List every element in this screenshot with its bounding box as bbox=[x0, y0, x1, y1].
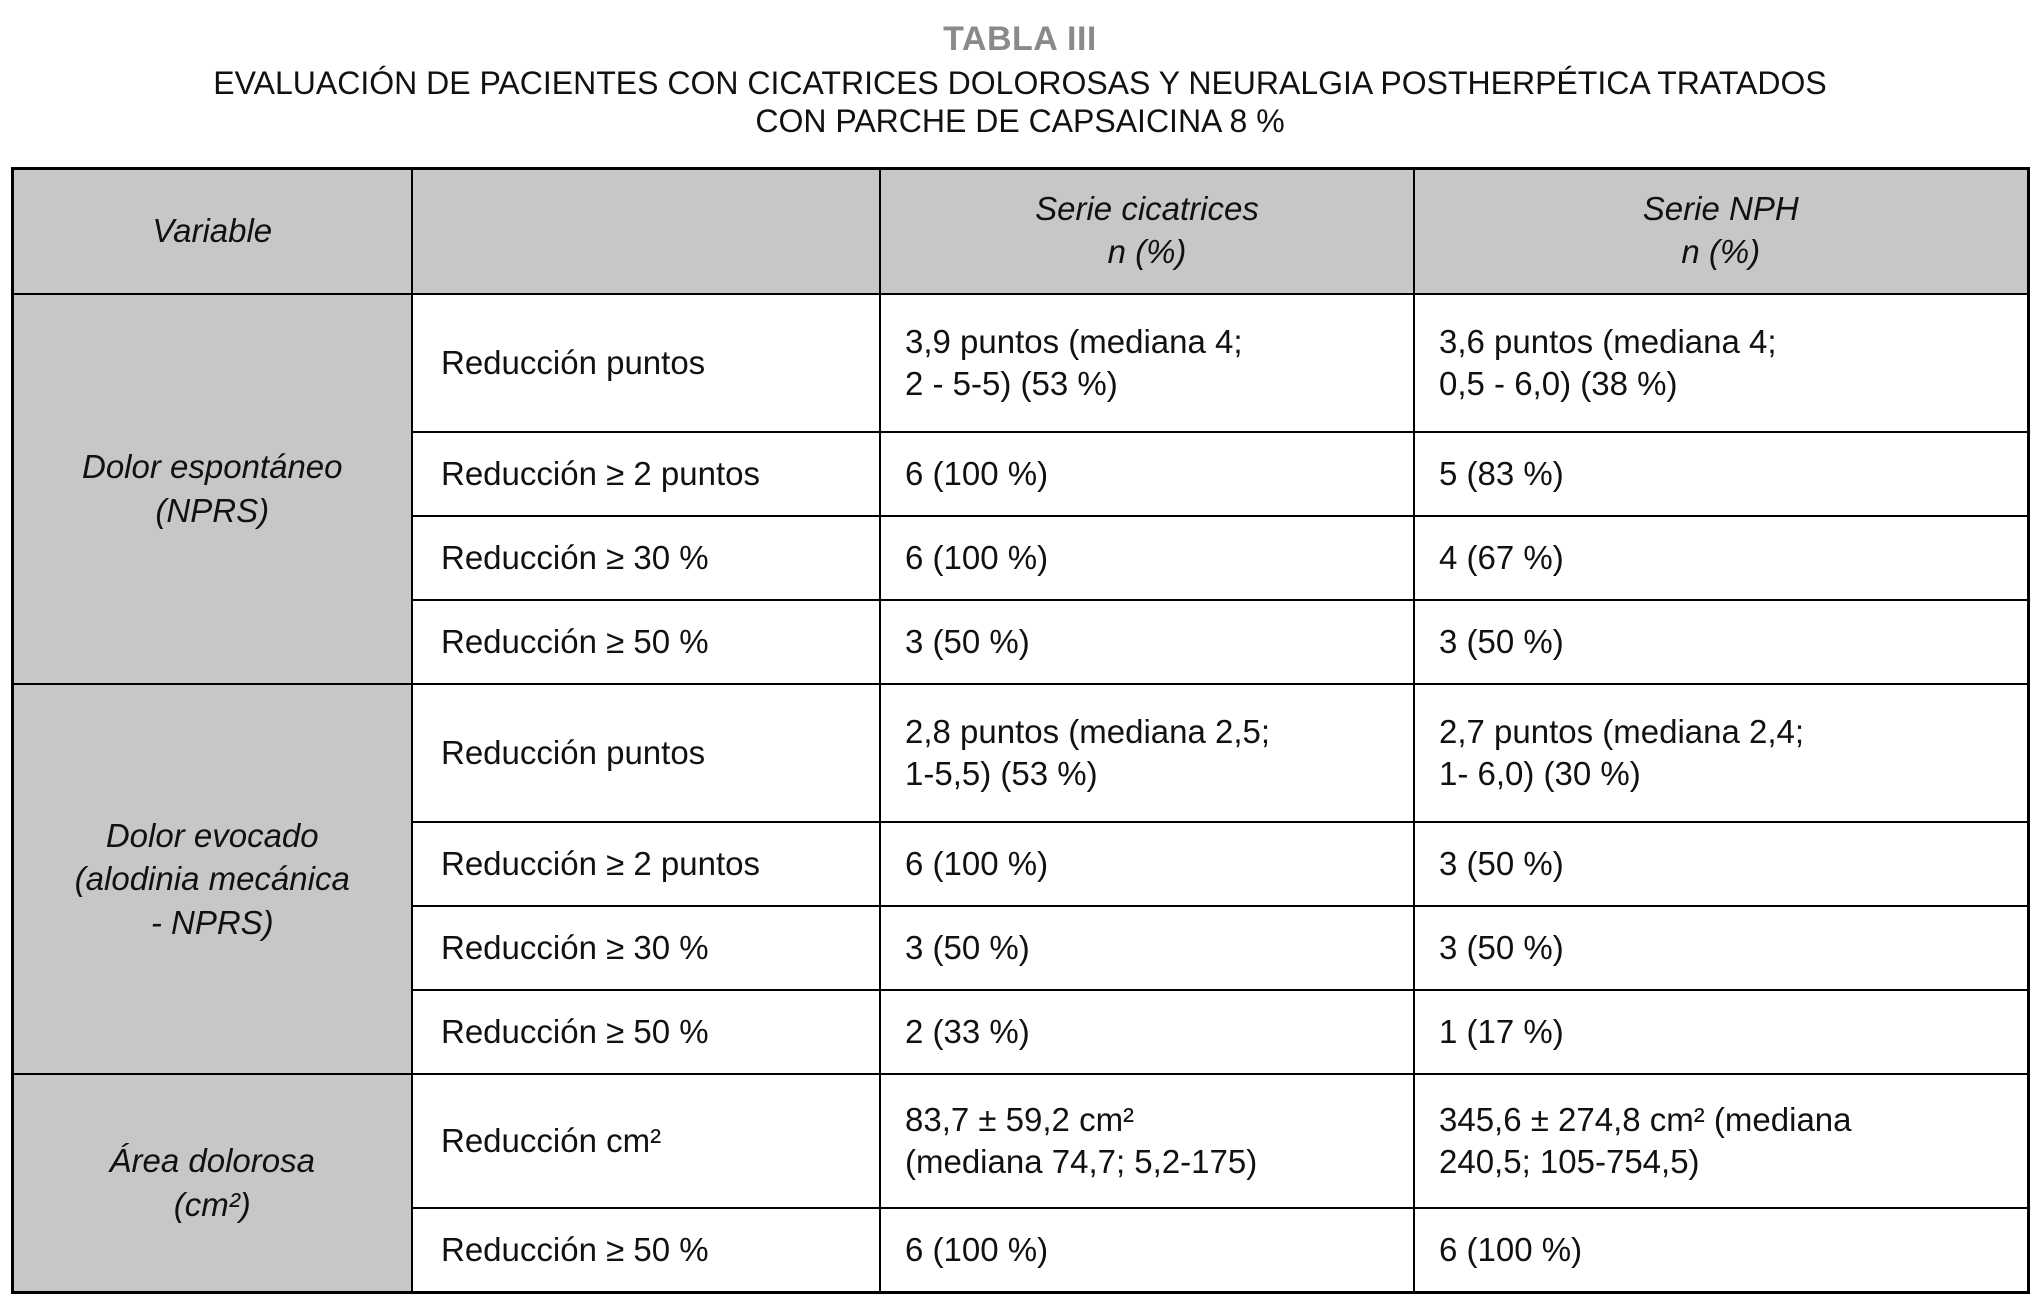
value-nph: 6 (100 %) bbox=[1413, 1207, 2029, 1293]
value-cicatrices: 6 (100 %) bbox=[879, 515, 1415, 601]
value-nph: 3 (50 %) bbox=[1413, 905, 2029, 991]
table-row: Área dolorosa (cm²) Reducción cm² 83,7 ±… bbox=[11, 1073, 2029, 1293]
header-serie-cicatrices: Serie cicatrices n (%) bbox=[879, 167, 1415, 295]
data-table: Variable Serie cicatrices n (%) Serie NP… bbox=[10, 166, 2030, 1294]
measure-label: Reducción ≥ 2 puntos bbox=[411, 821, 881, 907]
group-label-dolor-evocado: Dolor evocado (alodinia mecánica - NPRS) bbox=[11, 683, 413, 1075]
header-serie-nph: Serie NPH n (%) bbox=[1413, 167, 2029, 295]
header-variable: Variable bbox=[11, 167, 413, 295]
measure-label: Reducción ≥ 50 % bbox=[411, 599, 881, 685]
table-row: Reducción ≥ 2 puntos 6 (100 %) 3 (50 %) bbox=[12, 821, 2029, 907]
table-row: Reducción ≥ 30 % 3 (50 %) 3 (50 %) bbox=[12, 905, 2029, 991]
table-row: Reducción ≥ 30 % 6 (100 %) 4 (67 %) bbox=[12, 515, 2029, 601]
table-subtitle: EVALUACIÓN DE PACIENTES CON CICATRICES D… bbox=[213, 65, 1827, 139]
header-row: Variable Serie cicatrices n (%) Serie NP… bbox=[11, 167, 2029, 295]
group-label-area-dolorosa: Área dolorosa (cm²) bbox=[11, 1073, 413, 1293]
value-nph: 345,6 ± 274,8 cm² (mediana 240,5; 105-75… bbox=[1413, 1073, 2029, 1209]
table-row: Dolor evocado (alodinia mecánica - NPRS)… bbox=[11, 683, 2029, 1075]
measure-label: Reducción ≥ 50 % bbox=[411, 989, 881, 1075]
value-cicatrices: 2,8 puntos (mediana 2,5; 1-5,5) (53 %) bbox=[879, 683, 1415, 823]
measure-label: Reducción puntos bbox=[411, 293, 881, 433]
value-cicatrices: 3 (50 %) bbox=[879, 905, 1415, 991]
value-nph: 1 (17 %) bbox=[1413, 989, 2029, 1075]
value-nph: 3 (50 %) bbox=[1413, 821, 2029, 907]
table-title: TABLA III bbox=[943, 20, 1097, 58]
table-row: Dolor espontáneo (NPRS) Reducción puntos… bbox=[11, 293, 2029, 685]
value-nph: 3,6 puntos (mediana 4; 0,5 - 6,0) (38 %) bbox=[1413, 293, 2029, 433]
measure-label: Reducción ≥ 30 % bbox=[411, 515, 881, 601]
table-row: Reducción ≥ 50 % 3 (50 %) 3 (50 %) bbox=[12, 599, 2029, 685]
measure-label: Reducción puntos bbox=[411, 683, 881, 823]
value-cicatrices: 6 (100 %) bbox=[879, 821, 1415, 907]
measure-label: Reducción ≥ 50 % bbox=[411, 1207, 881, 1293]
value-cicatrices: 3 (50 %) bbox=[879, 599, 1415, 685]
measure-label: Reducción ≥ 30 % bbox=[411, 905, 881, 991]
header-empty bbox=[411, 167, 881, 295]
value-cicatrices: 2 (33 %) bbox=[879, 989, 1415, 1075]
value-nph: 4 (67 %) bbox=[1413, 515, 2029, 601]
value-cicatrices: 83,7 ± 59,2 cm² (mediana 74,7; 5,2-175) bbox=[879, 1073, 1415, 1209]
value-nph: 5 (83 %) bbox=[1413, 431, 2029, 517]
table-row: Reducción ≥ 50 % 2 (33 %) 1 (17 %) bbox=[12, 989, 2029, 1075]
value-cicatrices: 3,9 puntos (mediana 4; 2 - 5-5) (53 %) bbox=[879, 293, 1415, 433]
table-row: Reducción ≥ 50 % 6 (100 %) 6 (100 %) bbox=[12, 1207, 2029, 1293]
value-cicatrices: 6 (100 %) bbox=[879, 1207, 1415, 1293]
table-row: Reducción ≥ 2 puntos 6 (100 %) 5 (83 %) bbox=[12, 431, 2029, 517]
value-nph: 3 (50 %) bbox=[1413, 599, 2029, 685]
group-label-dolor-espontaneo: Dolor espontáneo (NPRS) bbox=[11, 293, 413, 685]
measure-label: Reducción ≥ 2 puntos bbox=[411, 431, 881, 517]
value-nph: 2,7 puntos (mediana 2,4; 1- 6,0) (30 %) bbox=[1413, 683, 2029, 823]
value-cicatrices: 6 (100 %) bbox=[879, 431, 1415, 517]
measure-label: Reducción cm² bbox=[411, 1073, 881, 1209]
